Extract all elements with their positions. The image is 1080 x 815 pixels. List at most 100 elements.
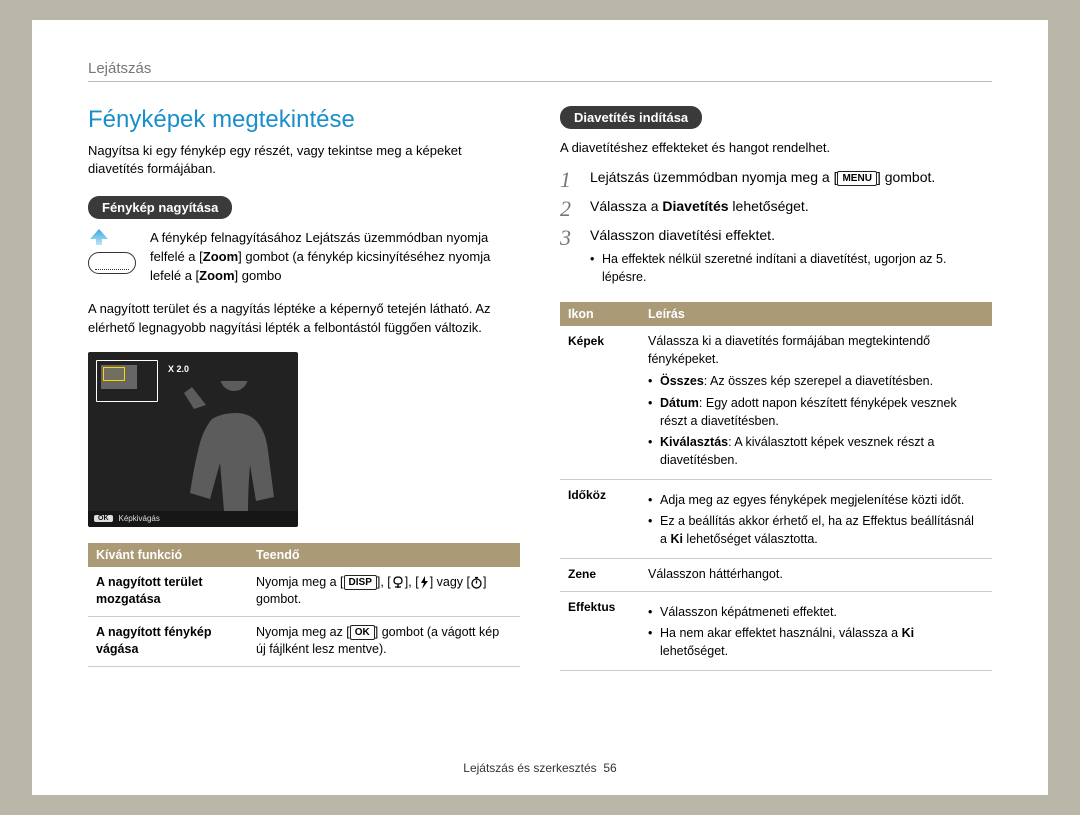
zoom-instruction-text: A fénykép felnagyításához Lejátszás üzem…: [150, 229, 520, 286]
table-row: Időköz Adja meg az egyes fényképek megje…: [560, 480, 992, 559]
minimap-image: [101, 365, 137, 389]
footer-text: Lejátszás és szerkesztés: [463, 761, 596, 775]
right-column: Diavetítés indítása A diavetítéshez effe…: [560, 106, 992, 671]
text: Válassza ki a diavetítés formájában megt…: [648, 334, 930, 366]
cell-desc: Válassza ki a diavetítés formájában megt…: [640, 326, 992, 479]
col-icon: Ikon: [560, 302, 640, 326]
idokoz-options: Adja meg az egyes fényképek megjelenítés…: [648, 491, 984, 548]
cell-icon: Effektus: [560, 591, 640, 670]
text: Válasszon diavetítési effektet.: [590, 227, 775, 243]
cell-icon: Zene: [560, 559, 640, 592]
bold-option: Diavetítés: [662, 198, 728, 214]
bold: Dátum: [660, 396, 699, 410]
text: lehetőséget.: [729, 198, 809, 214]
list-item: Válasszon képátmeneti effektet.: [648, 603, 984, 621]
table-header-row: Ikon Leírás: [560, 302, 992, 326]
child-silhouette-icon: [172, 381, 282, 511]
two-column-layout: Fényképek megtekintése Nagyítsa ki egy f…: [88, 106, 992, 671]
subsection-pill-zoom: Fénykép nagyítása: [88, 196, 232, 219]
arrow-up-icon: [88, 229, 110, 245]
list-item: Ha effektek nélkül szeretné indítani a d…: [590, 250, 992, 286]
text: lehetőséget.: [660, 644, 728, 658]
text: : Az összes kép szerepel a diavetítésben…: [704, 374, 933, 388]
table-row: Effektus Válasszon képátmeneti effektet.…: [560, 591, 992, 670]
page-number: 56: [603, 761, 616, 775]
bold: Összes: [660, 374, 704, 388]
table-row: Képek Válassza ki a diavetítés formájába…: [560, 326, 992, 479]
text: lehetőséget választotta.: [683, 532, 818, 546]
crop-label: Képkivágás: [119, 514, 160, 523]
zoom-label: Zoom: [203, 249, 238, 264]
cell-icon: Időköz: [560, 480, 640, 559]
list-item: Dátum: Egy adott napon készített fénykép…: [648, 394, 984, 430]
step-1: Lejátszás üzemmódban nyomja meg a [MENU]…: [560, 167, 992, 188]
col-action: Teendő: [248, 543, 520, 567]
subsection-pill-slideshow: Diavetítés indítása: [560, 106, 702, 129]
list-item: Ez a beállítás akkor érhető el, ha az Ef…: [648, 512, 984, 548]
list-item: Ha nem akar effektet használni, válassza…: [648, 624, 984, 660]
col-desc: Leírás: [640, 302, 992, 326]
list-item: Adja meg az egyes fényképek megjelenítés…: [648, 491, 984, 509]
cell-function: A nagyított fénykép vágása: [88, 616, 248, 666]
cell-function: A nagyított terület mozgatása: [88, 567, 248, 617]
text: : Egy adott napon készített fényképek ve…: [660, 396, 957, 428]
camera-screen-mock: X 2.0 OK Képkivágás: [88, 352, 298, 527]
cell-desc: Válasszon háttérhangot.: [640, 559, 992, 592]
timer-icon: [470, 575, 483, 589]
zoom-rocker-icon: [88, 252, 136, 274]
ok-button-label: OK: [350, 625, 375, 640]
text: ], [: [405, 575, 419, 589]
step-3-note: Ha effektek nélkül szeretné indítani a d…: [590, 250, 992, 286]
bold: Ki: [670, 532, 683, 546]
zoom-instruction-row: A fénykép felnagyításához Lejátszás üzem…: [88, 229, 520, 286]
table-row: A nagyított fénykép vágása Nyomja meg az…: [88, 616, 520, 666]
left-column: Fényképek megtekintése Nagyítsa ki egy f…: [88, 106, 520, 671]
step-3: Válasszon diavetítési effektet. Ha effek…: [560, 225, 992, 286]
list-item: Összes: Az összes kép szerepel a diavetí…: [648, 372, 984, 390]
col-function: Kívánt funkció: [88, 543, 248, 567]
text: Ha nem akar effektet használni, válassza…: [660, 626, 902, 640]
table-header-row: Kívánt funkció Teendő: [88, 543, 520, 567]
text: ], [: [377, 575, 391, 589]
text: ] gombo: [235, 268, 282, 283]
slideshow-options-table: Ikon Leírás Képek Válassza ki a diavetít…: [560, 302, 992, 671]
text: Nyomja meg az [: [256, 625, 350, 639]
zoom-para: A nagyított terület és a nagyítás lépték…: [88, 300, 520, 338]
bold: Kiválasztás: [660, 435, 728, 449]
manual-page: Lejátszás Fényképek megtekintése Nagyíts…: [32, 20, 1048, 795]
text: Nyomja meg a [: [256, 575, 344, 589]
ok-badge: OK: [94, 515, 113, 522]
minimap-frame: [96, 360, 158, 402]
flash-icon: [419, 575, 430, 589]
zoom-label: Zoom: [199, 268, 234, 283]
slideshow-intro: A diavetítéshez effekteket és hangot ren…: [560, 139, 992, 157]
section-title: Fényképek megtekintése: [88, 106, 520, 134]
text: Lejátszás üzemmódban nyomja meg a [: [590, 169, 837, 185]
screen-bottom-bar: OK Képkivágás: [88, 511, 298, 527]
text: ] gombot.: [877, 169, 935, 185]
zoom-button-diagram: [88, 229, 138, 274]
steps-list: Lejátszás üzemmódban nyomja meg a [MENU]…: [560, 167, 992, 286]
effektus-options: Válasszon képátmeneti effektet. Ha nem a…: [648, 603, 984, 660]
minimap-selection: [103, 367, 125, 381]
text: Válassza a: [590, 198, 662, 214]
cell-action: Nyomja meg a [DISP], [], [] vagy [] gomb…: [248, 567, 520, 617]
disp-button-label: DISP: [344, 575, 377, 590]
table-row: A nagyított terület mozgatása Nyomja meg…: [88, 567, 520, 617]
menu-button-label: MENU: [837, 171, 876, 186]
zoom-actions-table: Kívánt funkció Teendő A nagyított terüle…: [88, 543, 520, 667]
table-row: Zene Válasszon háttérhangot.: [560, 559, 992, 592]
zoom-level-label: X 2.0: [168, 364, 189, 374]
cell-desc: Adja meg az egyes fényképek megjelenítés…: [640, 480, 992, 559]
step-2: Válassza a Diavetítés lehetőséget.: [560, 196, 992, 217]
page-header: Lejátszás: [88, 60, 992, 82]
bold: Ki: [902, 626, 915, 640]
kepek-options: Összes: Az összes kép szerepel a diavetí…: [648, 372, 984, 469]
macro-icon: [391, 575, 405, 589]
text: ] vagy [: [430, 575, 470, 589]
intro-text: Nagyítsa ki egy fénykép egy részét, vagy…: [88, 142, 520, 178]
list-item: Kiválasztás: A kiválasztott képek veszne…: [648, 433, 984, 469]
cell-icon: Képek: [560, 326, 640, 479]
page-footer: Lejátszás és szerkesztés 56: [32, 761, 1048, 775]
cell-action: Nyomja meg az [OK] gombot (a vágott kép …: [248, 616, 520, 666]
